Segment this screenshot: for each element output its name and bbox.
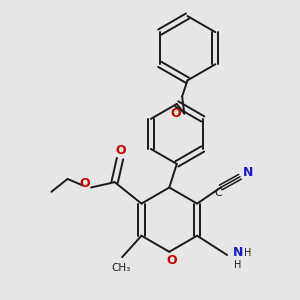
Text: O: O	[166, 254, 177, 267]
Text: CH₃: CH₃	[112, 263, 131, 273]
Text: C: C	[215, 188, 222, 198]
Text: H: H	[234, 260, 242, 270]
Text: H: H	[244, 248, 251, 258]
Text: O: O	[116, 143, 126, 157]
Text: N: N	[232, 246, 243, 260]
Text: O: O	[80, 177, 90, 190]
Text: O: O	[170, 107, 181, 120]
Text: N: N	[243, 166, 254, 179]
